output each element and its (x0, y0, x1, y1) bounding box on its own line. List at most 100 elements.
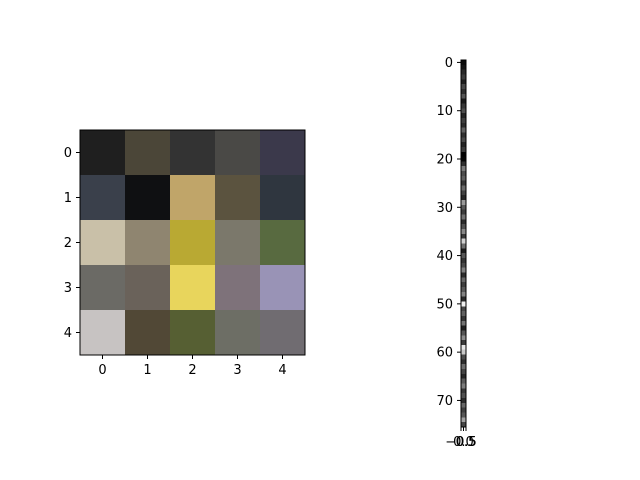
heatmap-cell-r4-c1 (125, 310, 171, 356)
heatmap-cell-r4-c3 (215, 310, 261, 356)
strip-cell-49 (461, 296, 466, 302)
strip-cell-67 (461, 383, 466, 389)
heatmap-cell-r0-c2 (170, 130, 216, 176)
strip-cell-11 (461, 113, 466, 119)
strip-cell-59 (461, 344, 466, 351)
strip-cell-33 (461, 219, 466, 225)
strip-y-tick-label: 60 (436, 346, 453, 361)
strip-cell-73 (461, 412, 466, 418)
heatmap-cell-r2-c1 (125, 220, 171, 266)
strip-cell-72 (461, 407, 466, 413)
heatmap-cell-r1-c1 (125, 175, 171, 221)
strip-cell-37 (461, 238, 466, 244)
strip-cell-63 (461, 364, 466, 370)
strip-cell-26 (461, 185, 466, 191)
x-tick-label: 4 (278, 363, 286, 378)
strip-cell-56 (461, 330, 466, 336)
heatmap-cell-r4-c4 (260, 310, 306, 356)
strip-cell-44 (461, 272, 466, 278)
strip-cell-3 (461, 74, 466, 80)
strip-cell-7 (461, 93, 466, 99)
strip-cell-57 (461, 335, 466, 341)
strip-y-tick-label: 70 (436, 394, 453, 409)
strip-cell-21 (461, 161, 466, 167)
heatmap-cell-r0-c4 (260, 130, 306, 176)
strip-cell-23 (461, 171, 466, 177)
y-tick-label: 1 (64, 191, 72, 206)
strip-cell-48 (461, 291, 466, 297)
strip-cell-0 (461, 60, 466, 66)
strip-cell-16 (461, 137, 466, 143)
strip-cell-1 (461, 64, 466, 70)
heatmap-cell-r0-c1 (125, 130, 171, 176)
strip-cell-65 (461, 373, 466, 380)
heatmap-cell-r2-c3 (215, 220, 261, 266)
heatmap-cell-r3-c3 (215, 265, 261, 311)
strip-cell-32 (461, 214, 466, 220)
strip-cell-52 (461, 311, 466, 317)
strip-cell-64 (461, 369, 466, 375)
strip-cell-40 (461, 253, 466, 259)
strip-cell-51 (461, 306, 466, 312)
x-tick-label: 3 (233, 363, 241, 378)
strip-cell-8 (461, 98, 466, 104)
color-grid-heatmap: 0 1 2 3 4 0 1 2 3 4 (64, 129, 306, 378)
y-tick-label: 3 (64, 281, 72, 296)
strip-cell-69 (461, 393, 466, 399)
strip-cell-6 (461, 88, 466, 95)
strip-cell-58 (461, 340, 466, 346)
strip-cell-10 (461, 108, 466, 114)
strip-cell-66 (461, 378, 466, 384)
strip-cell-74 (461, 417, 466, 423)
heatmap-cell-r0-c3 (215, 130, 261, 176)
strip-cell-42 (461, 262, 466, 268)
strip-cell-34 (461, 224, 466, 230)
heatmap-cell-r0-c0 (80, 130, 126, 176)
strip-cell-35 (461, 229, 466, 235)
strip-cell-45 (461, 277, 466, 283)
strip-cell-39 (461, 248, 466, 254)
strip-cell-61 (461, 354, 466, 360)
heatmap-cell-r4-c2 (170, 310, 216, 356)
heatmap-cell-r1-c3 (215, 175, 261, 221)
heatmap-cell-r2-c4 (260, 220, 306, 266)
strip-cell-2 (461, 69, 466, 75)
strip-cell-53 (461, 315, 466, 322)
strip-cell-4 (461, 79, 466, 85)
strip-cell-43 (461, 267, 466, 273)
strip-cell-54 (461, 320, 466, 326)
strip-cell-30 (461, 204, 466, 210)
strip-cell-15 (461, 132, 466, 138)
strip-cell-28 (461, 195, 466, 201)
strip-x-tick-label: 0.0 (453, 435, 474, 450)
strip-cell-68 (461, 388, 466, 394)
strip-cell-20 (461, 156, 466, 162)
heatmap-cell-r3-c1 (125, 265, 171, 311)
strip-cell-27 (461, 190, 466, 196)
strip-cell-12 (461, 117, 466, 124)
strip-x-tick-label: −0.5 (445, 435, 477, 450)
heatmap-cell-r2-c2 (170, 220, 216, 266)
x-tick-label: 2 (188, 363, 196, 378)
strip-y-tick-label: 20 (436, 152, 453, 167)
grayscale-strip-heatmap: 0 10 20 30 40 50 60 70 −0.50.00.5 (436, 56, 476, 450)
heatmap-cell-r3-c2 (170, 265, 216, 311)
strip-y-tick-label: 0 (445, 56, 453, 71)
heatmap-cell-r1-c0 (80, 175, 126, 221)
strip-cell-24 (461, 175, 466, 182)
heatmap-cell-r3-c4 (260, 265, 306, 311)
strip-cell-29 (461, 200, 466, 206)
strip-y-tick-label: 30 (436, 201, 453, 216)
strip-cell-9 (461, 103, 466, 109)
strip-cell-17 (461, 142, 466, 148)
strip-cell-47 (461, 286, 466, 293)
strip-cell-70 (461, 398, 466, 404)
strip-y-tick-label: 50 (436, 297, 453, 312)
strip-cell-60 (461, 349, 466, 355)
strip-cell-31 (461, 209, 466, 215)
strip-y-tick-label: 10 (436, 104, 453, 119)
y-tick-label: 2 (64, 236, 72, 251)
strip-cell-14 (461, 127, 466, 133)
heatmap-cell-r1-c2 (170, 175, 216, 221)
